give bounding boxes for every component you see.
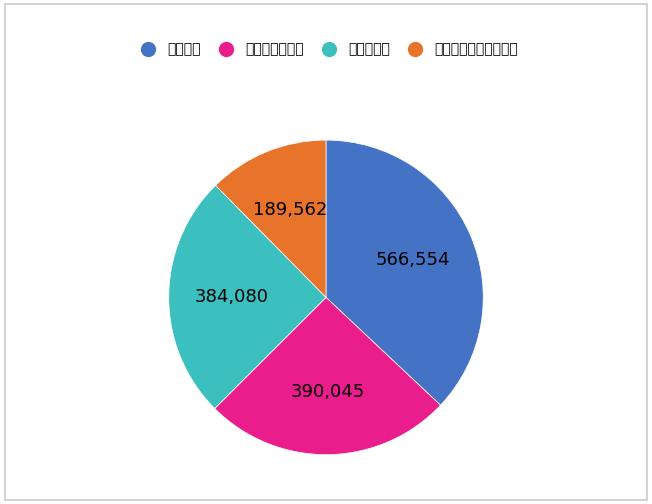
Wedge shape — [326, 140, 483, 405]
Wedge shape — [216, 140, 326, 297]
Text: 384,080: 384,080 — [195, 288, 269, 306]
Wedge shape — [169, 185, 326, 408]
Text: 390,045: 390,045 — [290, 383, 364, 401]
Legend: โต๊ะ, เก้าอี้, โคมไฟ, ชั้นวางของ: โต๊ะ, เก้าอี้, โคมไฟ, ชั้นวางของ — [128, 37, 524, 62]
Text: 566,554: 566,554 — [376, 251, 450, 269]
Wedge shape — [215, 297, 441, 455]
Text: Category Composition - Pie Charts: Category Composition - Pie Charts — [64, 30, 588, 58]
Text: 189,562: 189,562 — [253, 201, 327, 219]
